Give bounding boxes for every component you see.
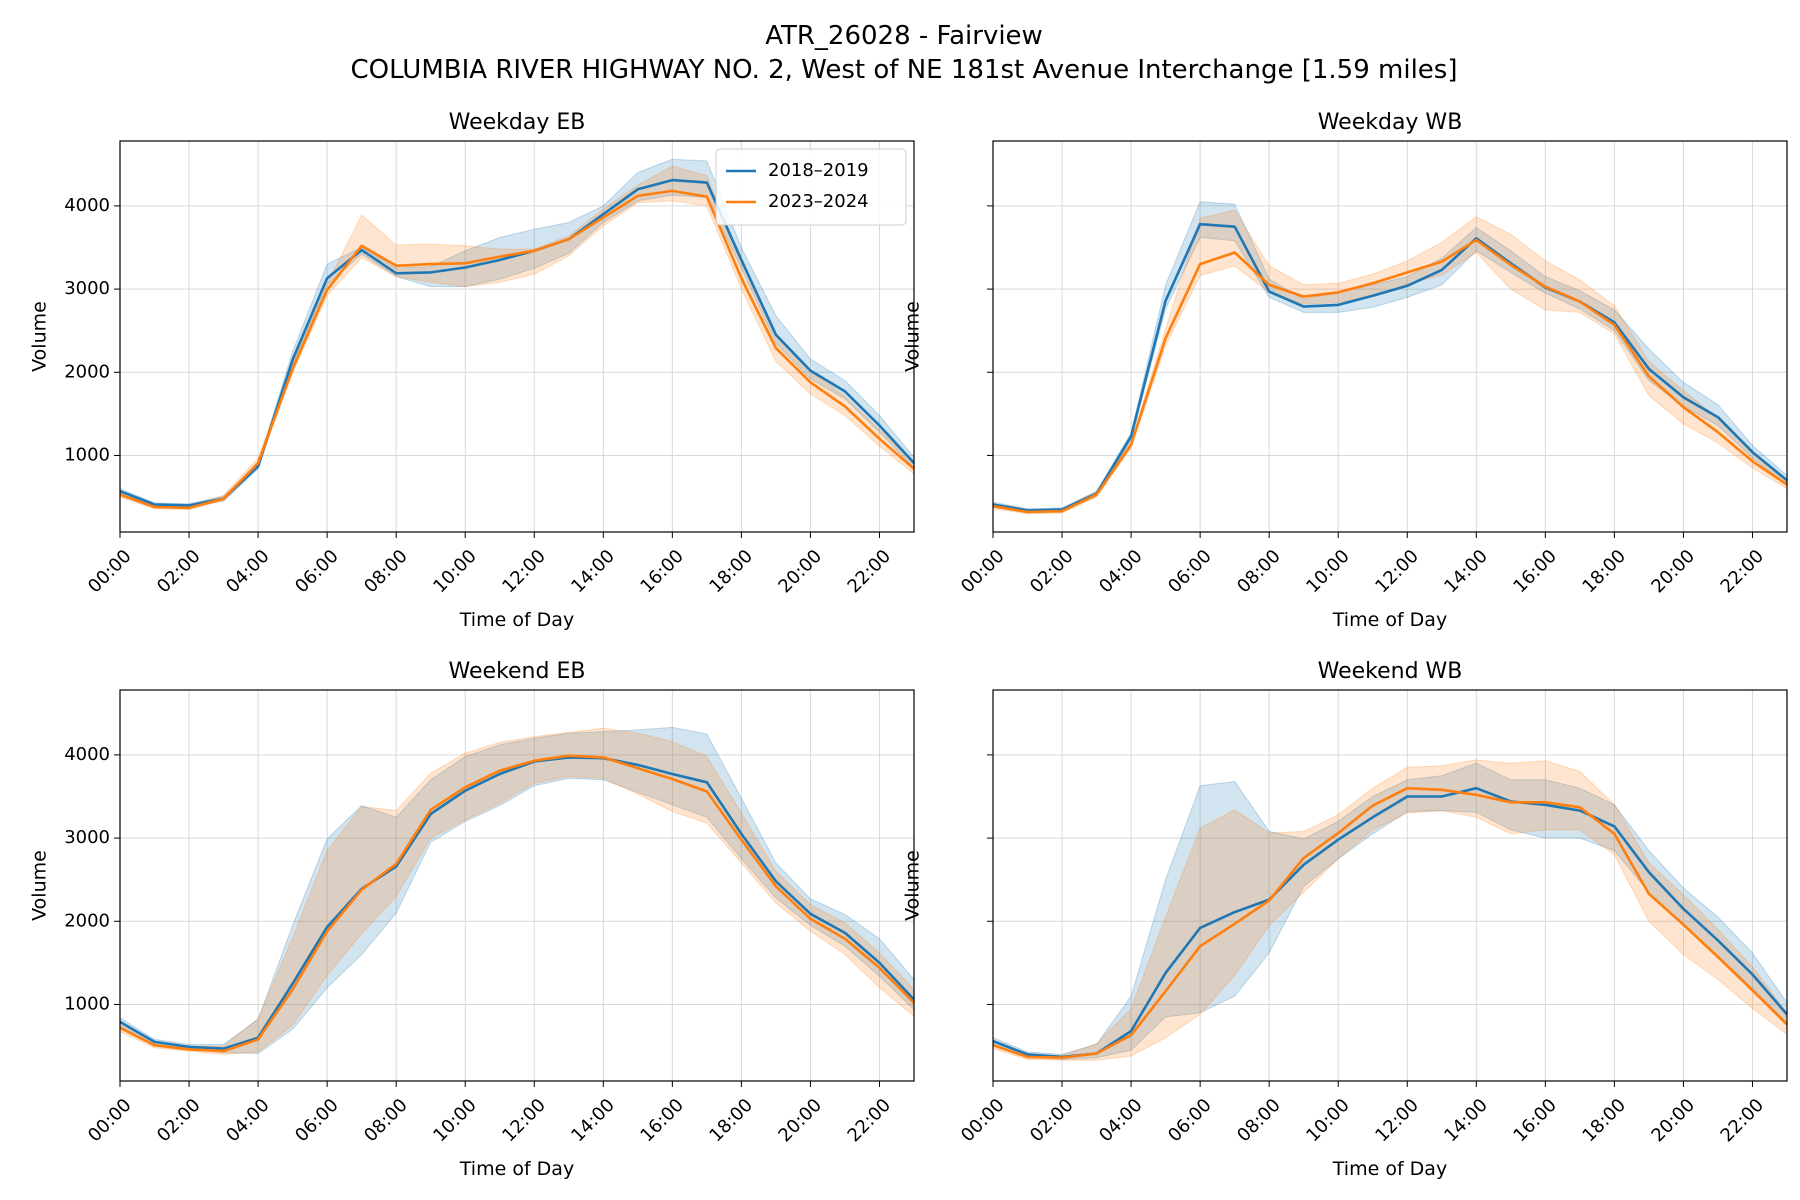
panel-title: Weekend WB: [1318, 659, 1463, 684]
y-axis-label: Volume: [29, 301, 51, 372]
y-tick-label: 1000: [64, 444, 110, 465]
series-line-1: [992, 786, 1788, 1059]
legend: 2018–2019 2023–2024: [715, 148, 907, 226]
series-line-2: [119, 754, 915, 1053]
legend-label-1: 2018–2019: [768, 160, 869, 181]
y-tick-label: 2000: [64, 361, 110, 382]
legend-box: [715, 148, 907, 226]
panel-title: Weekday EB: [449, 110, 586, 135]
y-tick-label: 4000: [64, 744, 110, 765]
y-tick-label: 3000: [64, 827, 110, 848]
y-tick-label: 3000: [64, 278, 110, 299]
legend-label-2: 2023–2024: [768, 191, 869, 212]
series-line-1: [992, 222, 1788, 512]
x-axis-label: Time of Day: [1332, 609, 1447, 631]
plot-frame: [992, 689, 1788, 1082]
x-axis-label: Time of Day: [459, 1158, 574, 1180]
y-axis-label: Volume: [902, 301, 924, 372]
series-line-2: [992, 786, 1788, 1059]
series-line-1: [119, 756, 915, 1050]
plot-frame: [119, 140, 915, 533]
x-axis-label: Time of Day: [459, 609, 574, 631]
y-tick-label: 2000: [64, 910, 110, 931]
series-line-1: [119, 178, 915, 507]
panel-title: Weekday WB: [1318, 110, 1463, 135]
plot-frame: [992, 140, 1788, 533]
series-line-2: [992, 238, 1788, 514]
y-tick-label: 1000: [64, 993, 110, 1014]
panel-title: Weekend EB: [449, 659, 586, 684]
figure-subtitle: COLUMBIA RIVER HIGHWAY NO. 2, West of NE…: [351, 55, 1458, 85]
x-axis-label: Time of Day: [1332, 1158, 1447, 1180]
y-axis-label: Volume: [902, 850, 924, 921]
figure-title: ATR_26028 - Fairview: [765, 21, 1043, 51]
y-axis-label: Volume: [29, 850, 51, 921]
y-tick-label: 4000: [64, 195, 110, 216]
series-line-2: [119, 189, 915, 510]
plot-frame: [119, 689, 915, 1082]
